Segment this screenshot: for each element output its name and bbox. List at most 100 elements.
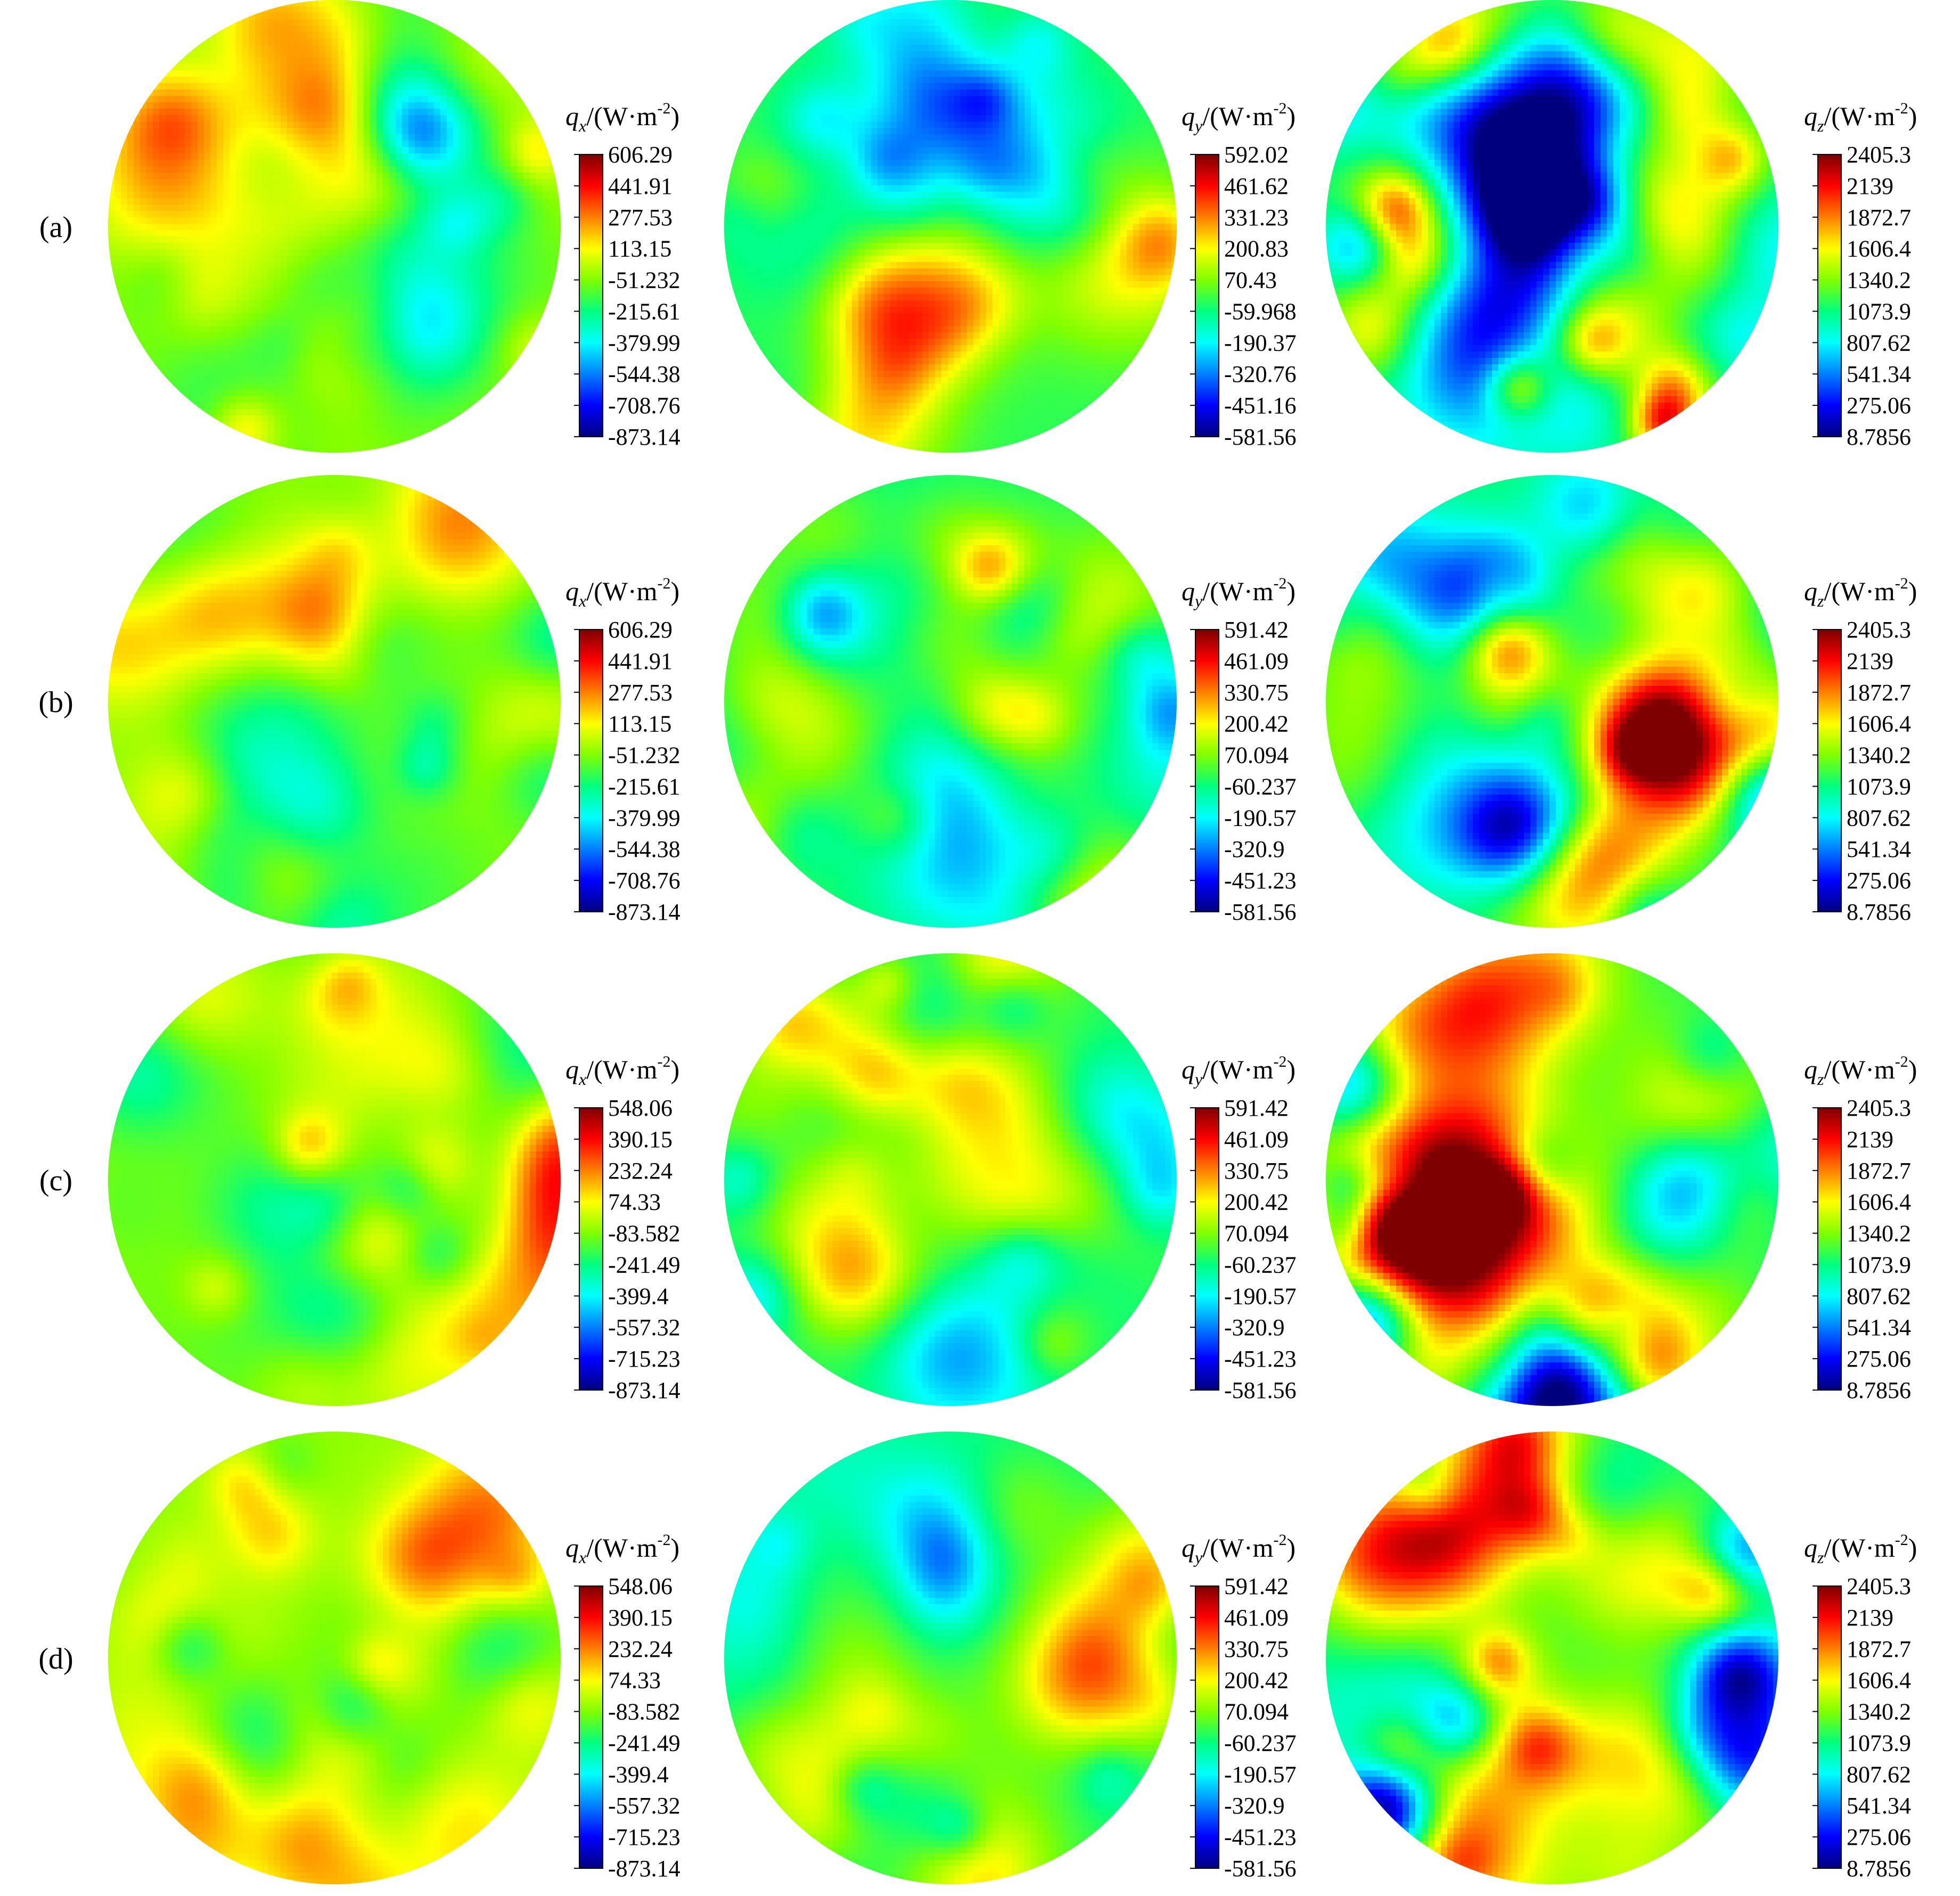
colorbar-tick-label: -715.23 [608,1346,680,1372]
contour-field [724,1432,1177,1884]
colorbar-tick-label: -379.99 [608,330,680,356]
colorbar-tick-label: 8.7856 [1847,1856,1911,1882]
colorbar-tick-label: 1073.9 [1847,1252,1911,1278]
colorbar-tick-label: -215.61 [608,298,680,324]
colorbar-tick-label: 1073.9 [1847,298,1911,324]
colorbar-tick-label: 390.15 [608,1126,673,1153]
colorbar [579,1107,603,1391]
colorbar-tick-label: -873.14 [608,424,680,450]
colorbar-tick-label: -451.16 [1224,393,1297,419]
colorbar [579,629,603,912]
colorbar-tick-label: -190.57 [1224,1761,1297,1787]
colorbar-tick-label: -581.56 [1224,1377,1297,1403]
contour-field [724,475,1177,928]
colorbar-tick-label: 1606.4 [1847,236,1911,262]
contour-field [1326,475,1778,928]
colorbar-tick-label: -379.99 [608,805,680,831]
colorbar-tick-label: 74.33 [608,1189,661,1215]
colorbar-tick-label: -60.237 [1224,1252,1297,1278]
colorbar-tick-label: 200.83 [1224,236,1289,262]
colorbar-tick-label: 2139 [1847,648,1893,674]
colorbar-tick-label: 591.42 [1224,617,1289,643]
colorbar-title: qx/(W·m-2) [565,1053,679,1089]
colorbar-tick-label: 1340.2 [1847,742,1911,769]
colorbar-tick-label: 1073.9 [1847,773,1911,799]
colorbar-tick-label: 1606.4 [1847,1668,1911,1694]
panel-3-0: (d) qx/(W·m-2) 548.06 390.15 232.24 74.33 -83.… [38,1432,680,1884]
colorbar-tick-label: 2139 [1847,173,1893,199]
colorbar-tick-label: -83.582 [608,1221,680,1247]
colorbar-tick-label: -873.14 [608,1856,680,1882]
colorbar-tick-label: 390.15 [608,1605,673,1631]
colorbar-tick-label: 548.06 [608,1573,673,1599]
colorbar-tick-label: -451.23 [1224,1346,1297,1372]
colorbar-title: qx/(W·m-2) [565,1531,679,1567]
contour-field [1326,1432,1778,1884]
colorbar-tick-label: -581.56 [1224,1856,1297,1882]
colorbar-tick-label: -190.37 [1224,330,1297,356]
colorbar-tick-label: 113.15 [608,236,671,262]
colorbar-tick-label: 8.7856 [1847,1377,1911,1403]
colorbar-tick-label: -51.232 [608,742,680,769]
panel-2-0: (c) qx/(W·m-2) 548.06 390.15 232.24 74.33 -83.… [39,953,680,1406]
colorbar [1195,1107,1219,1391]
panel-0-0: (a) qx/(W·m-2) 606.29 441.91 277.53 113.15 -51… [39,0,680,453]
colorbar-tick-label: 807.62 [1847,330,1911,356]
colorbar-tick-label: 1340.2 [1847,1221,1911,1247]
colorbar [1817,1107,1842,1391]
colorbar-tick-label: -399.4 [608,1283,669,1309]
contour-field [108,0,561,453]
contour-field [724,0,1177,453]
colorbar-tick-label: 277.53 [608,205,673,231]
colorbar-tick-label: 232.24 [608,1158,673,1184]
colorbar-tick-label: 541.34 [1847,836,1911,862]
colorbar-tick-label: 1606.4 [1847,711,1911,737]
colorbar [579,1586,603,1869]
colorbar-tick-label: -190.57 [1224,805,1297,831]
colorbar-tick-label: -320.9 [1224,1793,1285,1819]
colorbar-tick-label: 330.75 [1224,1158,1289,1184]
colorbar-tick-label: 8.7856 [1847,424,1911,450]
colorbar-tick-label: -708.76 [608,868,680,894]
colorbar-tick-label: 2139 [1847,1126,1893,1153]
colorbar [1195,1586,1219,1869]
panel-1-2: qz/(W·m-2) 2405.3 2139 1872.7 1606.4 1340.2 10… [1326,475,1917,928]
colorbar-tick-label: -241.49 [608,1730,680,1756]
colorbar-tick-label: 232.24 [608,1636,673,1662]
colorbar-tick-label: -451.23 [1224,1824,1297,1850]
contour-field [108,1432,561,1884]
colorbar-tick-label: 2405.3 [1847,1573,1911,1599]
colorbar-tick-label: 1606.4 [1847,1189,1911,1215]
panel-2-1: qy/(W·m-2) 591.42 461.09 330.75 200.42 70.094… [724,953,1297,1406]
colorbar-title: qz/(W·m-2) [1804,575,1917,610]
colorbar-tick-label: 461.09 [1224,648,1289,674]
colorbar-tick-label: -581.56 [1224,424,1297,450]
colorbar-title: qz/(W·m-2) [1804,1531,1917,1567]
colorbar-tick-label: 2405.3 [1847,1095,1911,1121]
colorbar-tick-label: 8.7856 [1847,899,1911,925]
row-label: (d) [38,1642,73,1676]
colorbar-tick-label: 275.06 [1847,1824,1911,1850]
colorbar-tick-label: 2405.3 [1847,617,1911,643]
contour-field [1326,0,1778,453]
colorbar-tick-label: 331.23 [1224,205,1289,231]
panel-0-1: qy/(W·m-2) 592.02 461.62 331.23 200.83 70.43 -… [724,0,1297,453]
row-label: (c) [39,1164,72,1197]
colorbar-tick-label: -451.23 [1224,868,1297,894]
colorbar-tick-label: 1872.7 [1847,680,1911,706]
panel-3-1: qy/(W·m-2) 591.42 461.09 330.75 200.42 70.094… [724,1432,1297,1884]
colorbar-tick-label: -873.14 [608,899,680,925]
colorbar-tick-label: 807.62 [1847,1761,1911,1787]
colorbar-tick-label: 807.62 [1847,805,1911,831]
colorbar-title: qy/(W·m-2) [1182,100,1295,135]
colorbar-tick-label: 441.91 [608,648,673,674]
colorbar [1195,629,1219,912]
colorbar-tick-label: -59.968 [1224,298,1297,324]
colorbar-tick-label: 113.15 [608,711,671,737]
colorbar [579,154,603,437]
colorbar-tick-label: 74.33 [608,1668,661,1694]
colorbar-tick-label: 275.06 [1847,393,1911,419]
contour-field [724,953,1177,1406]
colorbar-tick-label: 70.094 [1224,1221,1289,1247]
